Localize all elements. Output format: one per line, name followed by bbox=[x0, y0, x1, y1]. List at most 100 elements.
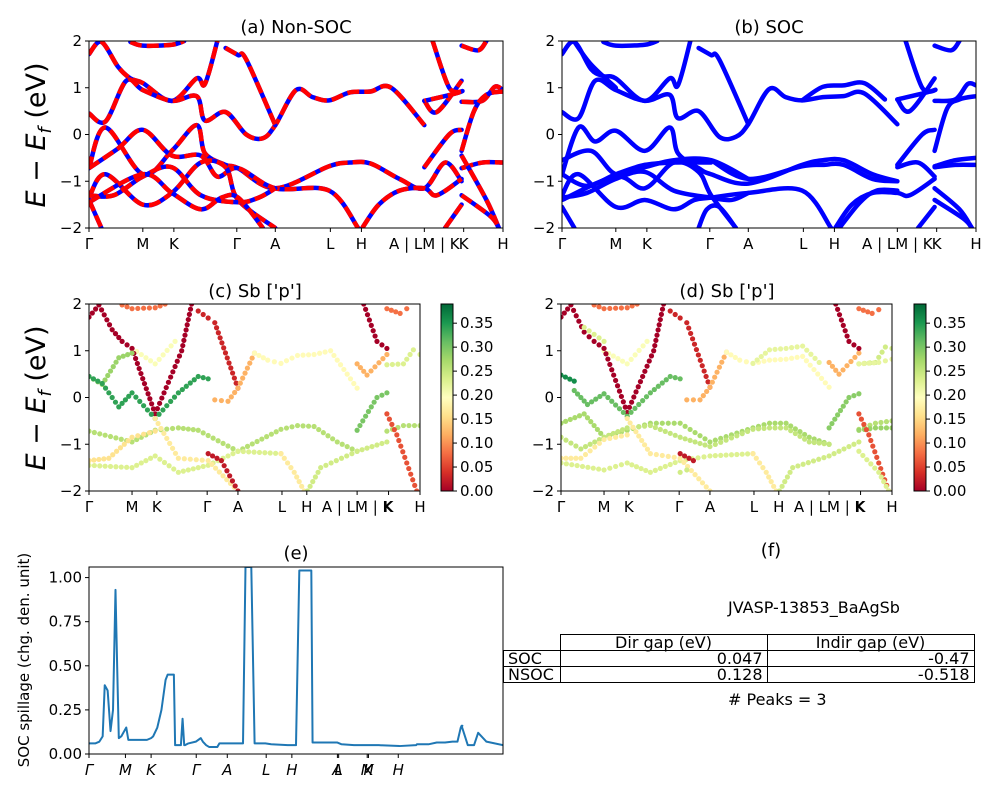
band-dot bbox=[692, 472, 698, 478]
band-dot bbox=[364, 372, 370, 378]
band-dot bbox=[316, 426, 322, 433]
band-dot bbox=[398, 443, 404, 449]
band-dot bbox=[166, 463, 172, 469]
band-dot bbox=[135, 305, 141, 312]
band-dot bbox=[137, 398, 143, 404]
band-dot bbox=[347, 376, 354, 382]
band-dot bbox=[311, 423, 317, 430]
band-dot bbox=[568, 440, 574, 446]
band-dot bbox=[388, 307, 394, 313]
band-dot bbox=[728, 352, 734, 358]
band-dot bbox=[856, 361, 862, 367]
band-dot bbox=[331, 352, 337, 359]
band-line-band2 bbox=[601, 41, 660, 49]
band-dot bbox=[754, 357, 760, 363]
band-dot bbox=[175, 455, 181, 461]
band-dot bbox=[323, 462, 329, 468]
band-dot bbox=[803, 358, 810, 364]
band-dot bbox=[273, 429, 279, 435]
band-dot bbox=[109, 394, 115, 401]
band-dot bbox=[607, 361, 613, 368]
band-dot bbox=[576, 318, 582, 324]
band-dot bbox=[889, 356, 892, 362]
band-dot bbox=[152, 428, 158, 434]
band-dot bbox=[636, 433, 642, 439]
band-dot bbox=[846, 443, 852, 450]
band-dot bbox=[805, 460, 811, 466]
band-dot bbox=[766, 357, 773, 363]
band-dot bbox=[788, 355, 795, 361]
band-dot bbox=[718, 439, 724, 445]
band-line-band15-dashed bbox=[460, 41, 489, 53]
band-dot bbox=[856, 448, 862, 454]
band-dot bbox=[271, 359, 277, 365]
band-dot bbox=[106, 455, 112, 461]
band-dot bbox=[299, 483, 305, 489]
axes-frame bbox=[88, 40, 504, 229]
band-dot bbox=[113, 464, 119, 470]
band-dot bbox=[199, 457, 205, 463]
band-dot bbox=[95, 378, 101, 384]
band-dot bbox=[222, 350, 229, 356]
gap-table-dir-gap: 0.128 bbox=[559, 666, 768, 683]
band-dot bbox=[641, 423, 648, 429]
band-dot bbox=[643, 467, 649, 474]
band-dot bbox=[240, 375, 246, 381]
band-dot bbox=[695, 455, 701, 461]
band-dot bbox=[601, 306, 607, 312]
band-dot bbox=[112, 399, 119, 405]
band-dot bbox=[586, 328, 592, 334]
band-dot bbox=[113, 448, 120, 454]
band-dot bbox=[354, 361, 360, 367]
band-dot bbox=[200, 463, 206, 470]
y-tick-label: 0 bbox=[72, 389, 82, 407]
band-dot bbox=[182, 332, 188, 338]
x-tick-label: M bbox=[136, 235, 149, 253]
gap-table-row-label: NSOC bbox=[503, 666, 561, 683]
band-dot bbox=[330, 436, 336, 442]
band-dot bbox=[384, 428, 390, 434]
band-dot bbox=[766, 425, 773, 431]
band-dot bbox=[124, 304, 130, 310]
band-dot bbox=[129, 390, 135, 396]
y-tick-label: 1.00 bbox=[49, 569, 82, 587]
band-dot bbox=[613, 402, 619, 408]
band-dot bbox=[344, 453, 350, 459]
band-dot bbox=[844, 363, 850, 369]
band-dot bbox=[200, 375, 206, 381]
band-dot bbox=[384, 390, 390, 396]
x-tick-label: K bbox=[169, 235, 180, 253]
band-dot bbox=[783, 356, 789, 362]
band-dot bbox=[860, 307, 866, 313]
band-line-band13-dashed bbox=[423, 41, 465, 104]
x-tick-label: M bbox=[598, 498, 611, 516]
band-dot bbox=[175, 469, 181, 475]
band-dot bbox=[610, 430, 616, 437]
band-dot bbox=[677, 451, 683, 457]
band-dot bbox=[406, 465, 412, 472]
band-dot bbox=[690, 397, 697, 403]
band-dot bbox=[755, 426, 762, 432]
band-dot bbox=[712, 441, 718, 448]
band-dot bbox=[704, 388, 710, 395]
band-dot bbox=[707, 488, 713, 491]
band-lines bbox=[562, 41, 976, 228]
band-dot bbox=[89, 310, 95, 316]
band-dot bbox=[697, 357, 703, 363]
band-dot bbox=[354, 385, 360, 391]
band-dot bbox=[389, 361, 396, 368]
band-dot bbox=[596, 342, 602, 348]
band-dot bbox=[707, 384, 713, 390]
band-dot bbox=[400, 422, 407, 429]
band-dot bbox=[573, 455, 579, 461]
band-dot bbox=[316, 350, 323, 356]
y-tick-label: −2 bbox=[533, 219, 555, 237]
band-dot bbox=[656, 322, 662, 328]
band-dot bbox=[262, 450, 268, 456]
band-line-band20 bbox=[932, 197, 975, 228]
band-line-band16 bbox=[932, 80, 976, 104]
band-dot bbox=[837, 407, 844, 414]
band-dot bbox=[217, 335, 223, 341]
band-dot bbox=[707, 439, 713, 445]
x-tick-label: K bbox=[364, 761, 375, 779]
